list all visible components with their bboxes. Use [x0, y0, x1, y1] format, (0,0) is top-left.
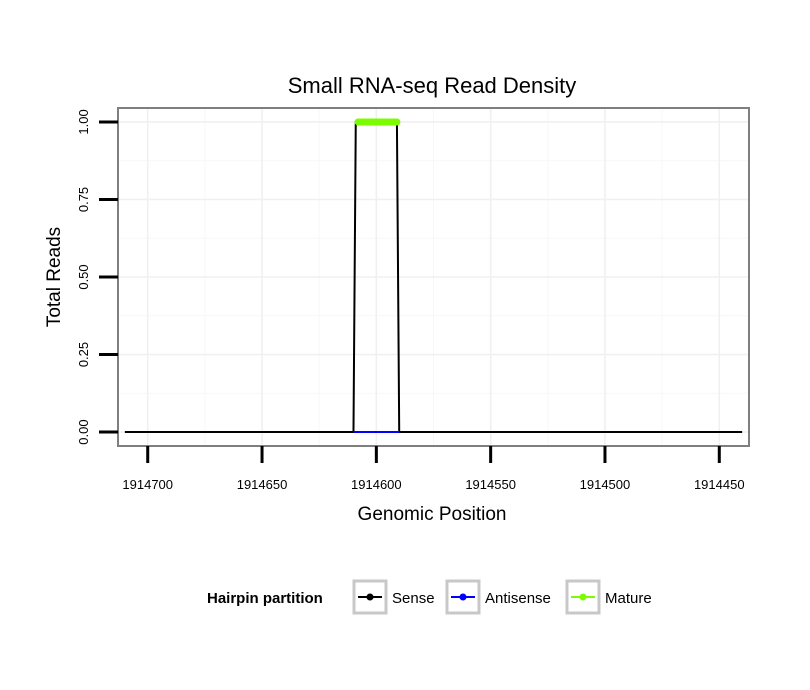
legend: Hairpin partition Sense Antisense Mature [207, 579, 652, 615]
y-tick-label: 0.75 [76, 187, 91, 212]
legend-label-antisense: Antisense [485, 590, 551, 607]
y-tick-label: 0.25 [76, 342, 91, 367]
x-tick-label: 1914550 [465, 477, 516, 492]
legend-label-mature: Mature [605, 590, 652, 607]
x-axis-title: Genomic Position [358, 504, 507, 525]
y-tick-label: 1.00 [76, 109, 91, 134]
y-axis-title: Total Reads [44, 227, 65, 327]
x-tick-label: 1914500 [580, 477, 631, 492]
x-tick-label: 1914450 [694, 477, 745, 492]
legend-key-point [366, 593, 374, 601]
x-tick-label: 1914600 [351, 477, 402, 492]
legend-key-point [459, 593, 467, 601]
chart-title: Small RNA-seq Read Density [288, 73, 577, 98]
legend-title: Hairpin partition [207, 590, 323, 607]
plot-area: 1914700 1914650 1914600 1914550 1914500 19144… [76, 107, 750, 492]
legend-key-point [579, 593, 587, 601]
x-tick-label: 1914700 [122, 477, 173, 492]
y-tick-label: 0.00 [76, 419, 91, 444]
y-tick-label: 0.50 [76, 264, 91, 289]
legend-label-sense: Sense [392, 590, 435, 607]
x-tick-label: 1914650 [237, 477, 288, 492]
